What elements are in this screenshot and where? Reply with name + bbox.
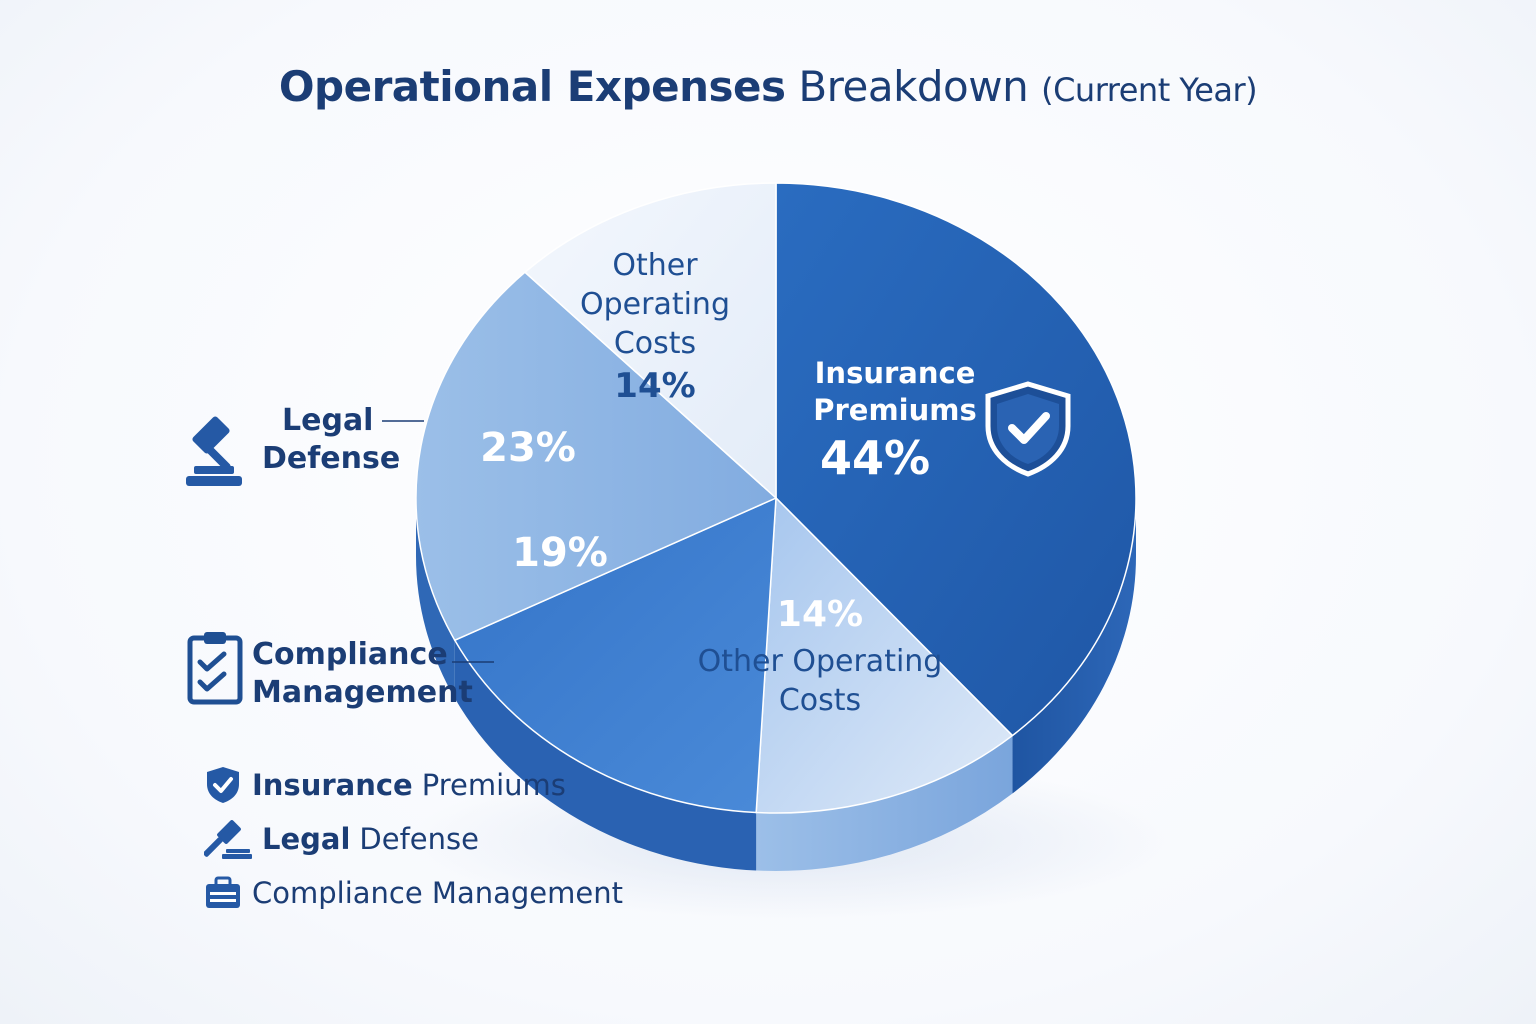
legend-item-legal: Legal Defense [204, 812, 623, 866]
shield-check-icon [985, 381, 1071, 477]
other-top-name-line2: Operating [580, 287, 730, 322]
gavel-icon [204, 820, 252, 859]
callout-legal-line1: Legal [282, 403, 374, 438]
callout-legal-line2: Defense [262, 441, 401, 476]
chart-title: Operational Expenses Breakdown (Current … [0, 62, 1536, 111]
shield-check-icon [207, 767, 239, 803]
other-top-name-line3: Costs [613, 326, 697, 361]
insurance-pct: 44% [820, 431, 931, 485]
legend-compliance-regular: Compliance Management [252, 876, 623, 910]
slice-label-other-top: Other Operating Costs 14% [545, 246, 765, 409]
slice-label-compliance: 19% [490, 530, 630, 576]
other-top-pct: 14% [614, 366, 696, 406]
callout-compliance: Compliance Management [252, 636, 473, 712]
callout-legal: Legal Defense [262, 402, 402, 478]
slice-label-insurance: Insurance Premiums 44% [800, 355, 990, 487]
legend-insurance-regular: Premiums [421, 768, 566, 802]
callout-compliance-line2: Management [252, 675, 473, 710]
insurance-name-line2: Premiums [813, 393, 977, 427]
other-bottom-pct: 14% [776, 594, 864, 635]
title-regular: Breakdown [798, 62, 1029, 111]
slice-compliance-management-side [454, 640, 757, 871]
insurance-name-line1: Insurance [814, 356, 976, 390]
legend-item-insurance: Insurance Premiums [204, 758, 623, 812]
pie-side-walls [416, 498, 1136, 871]
legend-legal-regular: Defense [359, 822, 479, 856]
legend-item-compliance: Compliance Management [204, 866, 623, 920]
other-bottom-name-line1: Other Operating [697, 644, 943, 679]
slice-other-operating-costs-bottom [755, 496, 1014, 814]
clipboard-check-icon [187, 632, 243, 705]
slice-legal-defense-side [416, 498, 455, 699]
other-bottom-name-line2: Costs [778, 683, 862, 718]
callout-compliance-line1: Compliance [252, 637, 448, 672]
gavel-icon [186, 416, 242, 486]
legal-pct: 23% [480, 425, 576, 471]
slice-label-other-bottom: 14% Other Operating Costs [660, 592, 980, 720]
slice-other-operating-costs-top [523, 182, 777, 500]
slice-insurance-premiums [775, 182, 1137, 737]
slice-other-operating-costs-bottom-side [756, 735, 1013, 871]
legend-insurance-bold: Insurance [252, 768, 413, 802]
slice-compliance-management [453, 496, 777, 814]
pie-slices [415, 182, 1137, 814]
briefcase-icon [206, 876, 240, 908]
slice-label-legal: 23% [458, 425, 598, 471]
legend-legal-bold: Legal [262, 822, 351, 856]
other-top-name-line1: Other [612, 248, 698, 283]
legend: Insurance Premiums Legal Defense Complia… [204, 758, 623, 920]
slice-legal-defense [415, 271, 778, 642]
slice-insurance-premiums-side [1012, 498, 1136, 794]
title-bold: Operational Expenses [278, 62, 786, 111]
compliance-pct: 19% [512, 530, 608, 576]
title-subtitle: (Current Year) [1041, 71, 1258, 109]
